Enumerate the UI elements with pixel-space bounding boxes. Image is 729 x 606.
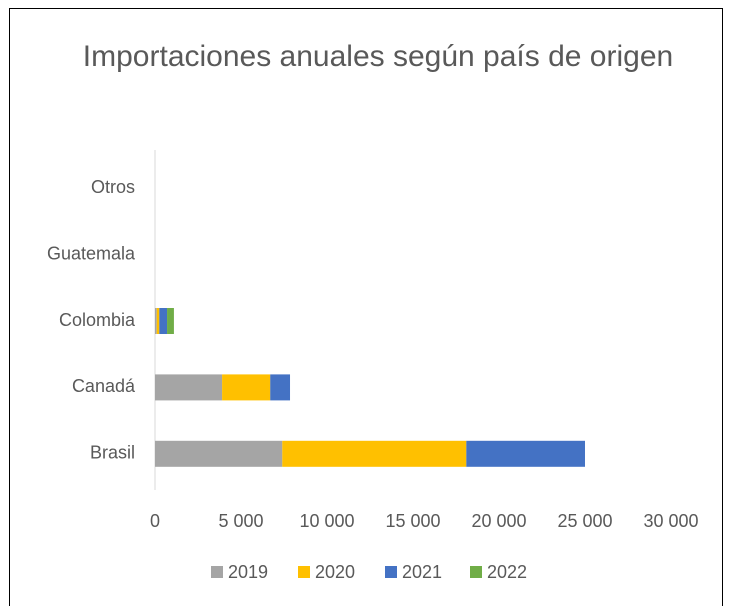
chart-border (9, 8, 723, 606)
bar-segment (155, 440, 283, 467)
bar-segment (159, 308, 168, 334)
x-tick-label: 10 000 (299, 511, 354, 531)
y-tick-label: Otros (91, 177, 135, 197)
x-tick-label: 15 000 (385, 511, 440, 531)
y-tick-label: Canadá (72, 376, 136, 396)
bar-segment (270, 374, 291, 401)
x-tick-label: 25 000 (557, 511, 612, 531)
y-tick-label: Colombia (59, 310, 136, 330)
bar-segment (282, 440, 467, 467)
chart-title: Importaciones anuales según país de orig… (82, 40, 674, 73)
legend-swatch (385, 566, 397, 578)
x-tick-label: 20 000 (471, 511, 526, 531)
legend-swatch (298, 566, 310, 578)
bar-segment (167, 308, 174, 334)
bar-segment (156, 308, 160, 334)
bar-segment (222, 374, 271, 401)
y-tick-label: Brasil (90, 443, 135, 463)
x-tick-label: 0 (150, 511, 160, 531)
bar-segment (155, 308, 157, 334)
legend-label: 2022 (487, 562, 527, 582)
legend-swatch (211, 566, 223, 578)
x-tick-label: 30 000 (643, 511, 698, 531)
legend-label: 2020 (315, 562, 355, 582)
bar-segment (155, 374, 223, 401)
bar-segment (466, 440, 585, 467)
legend-label: 2021 (402, 562, 442, 582)
x-tick-label: 5 000 (218, 511, 263, 531)
legend-swatch (470, 566, 482, 578)
legend-label: 2019 (228, 562, 268, 582)
y-tick-label: Guatemala (47, 243, 136, 263)
